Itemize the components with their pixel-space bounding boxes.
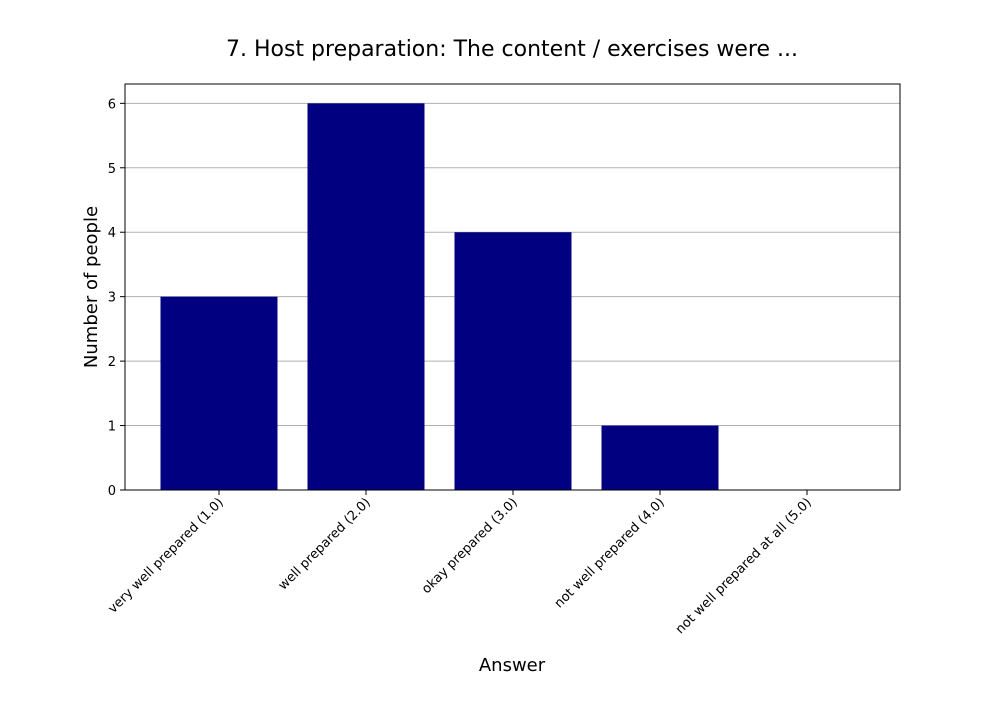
x-tick-label: very well prepared (1.0) (105, 495, 226, 616)
bar (160, 296, 278, 490)
x-tick-label: not well prepared at all (5.0) (673, 495, 815, 637)
x-axis-label: Answer (479, 655, 546, 676)
y-axis-label: Number of people (81, 206, 102, 368)
bar (454, 232, 572, 490)
y-tick-label: 6 (108, 97, 116, 112)
y-tick-label: 5 (108, 162, 116, 177)
x-tick-label: well prepared (2.0) (276, 495, 374, 593)
y-tick-label: 0 (108, 484, 116, 499)
y-axis-ticks: 0 1 2 3 4 5 6 (108, 97, 125, 499)
chart-title: 7. Host preparation: The content / exerc… (226, 37, 798, 62)
y-tick-label: 3 (108, 291, 116, 306)
bar (601, 425, 719, 490)
x-axis-ticks: very well prepared (1.0) well prepared (2… (105, 490, 815, 637)
y-tick-label: 2 (108, 355, 116, 370)
bar (307, 103, 425, 490)
x-tick-label: okay prepared (3.0) (419, 495, 521, 597)
bars (160, 103, 719, 490)
y-tick-label: 1 (108, 420, 116, 435)
y-tick-label: 4 (108, 226, 116, 241)
x-tick-label: not well prepared (4.0) (552, 495, 668, 611)
